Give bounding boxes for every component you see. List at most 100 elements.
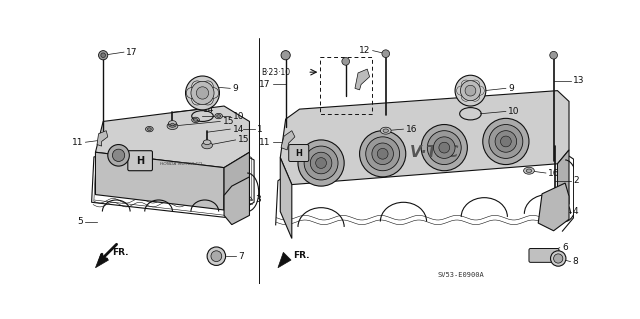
Text: H: H	[136, 157, 144, 167]
Circle shape	[310, 152, 332, 174]
Text: 15: 15	[238, 136, 250, 145]
Circle shape	[186, 87, 197, 98]
Text: H: H	[295, 149, 302, 158]
Circle shape	[428, 131, 461, 165]
Polygon shape	[538, 183, 569, 231]
Ellipse shape	[170, 123, 174, 126]
Circle shape	[360, 131, 406, 177]
Circle shape	[500, 136, 511, 147]
Text: V·TEC: V·TEC	[410, 145, 459, 160]
Ellipse shape	[383, 129, 388, 132]
Text: 9: 9	[232, 84, 238, 93]
Text: 16: 16	[548, 168, 560, 178]
Circle shape	[196, 87, 209, 99]
Text: FR.: FR.	[113, 248, 129, 257]
Text: 12: 12	[359, 46, 371, 55]
Polygon shape	[224, 177, 250, 225]
Ellipse shape	[167, 122, 178, 130]
Circle shape	[550, 251, 566, 266]
Circle shape	[378, 148, 388, 159]
Circle shape	[298, 140, 344, 186]
Circle shape	[113, 149, 125, 161]
Circle shape	[207, 247, 225, 265]
Circle shape	[554, 254, 563, 263]
Circle shape	[186, 76, 220, 110]
Circle shape	[456, 86, 466, 95]
Circle shape	[455, 75, 486, 106]
Circle shape	[483, 118, 529, 165]
Circle shape	[208, 87, 219, 98]
Text: 14: 14	[204, 105, 214, 114]
Polygon shape	[95, 254, 109, 268]
Circle shape	[475, 86, 484, 95]
Circle shape	[192, 94, 202, 105]
Text: 7: 7	[238, 252, 244, 261]
Circle shape	[108, 145, 129, 166]
Polygon shape	[355, 69, 369, 90]
Ellipse shape	[202, 142, 212, 149]
Polygon shape	[95, 152, 224, 210]
Polygon shape	[281, 131, 295, 150]
Circle shape	[421, 124, 467, 171]
Circle shape	[495, 131, 516, 152]
Ellipse shape	[204, 140, 211, 145]
Text: 16: 16	[406, 125, 417, 134]
Text: 13: 13	[573, 76, 584, 85]
Text: 10: 10	[232, 112, 244, 121]
Circle shape	[382, 50, 390, 57]
Circle shape	[211, 251, 221, 262]
Text: 11: 11	[259, 138, 270, 147]
Text: 8: 8	[573, 257, 579, 266]
Polygon shape	[278, 252, 291, 268]
Text: 14: 14	[232, 125, 244, 134]
Polygon shape	[557, 150, 569, 218]
Circle shape	[99, 51, 108, 60]
Text: 4: 4	[573, 207, 579, 216]
Ellipse shape	[524, 167, 534, 174]
Circle shape	[439, 142, 450, 153]
Text: FR.: FR.	[293, 251, 310, 260]
Ellipse shape	[147, 128, 151, 130]
Circle shape	[470, 92, 480, 101]
Text: 3: 3	[255, 196, 260, 204]
Polygon shape	[95, 106, 250, 168]
Text: 15: 15	[223, 117, 234, 126]
Circle shape	[202, 94, 213, 105]
Text: 10: 10	[508, 107, 520, 116]
Text: 2: 2	[573, 176, 579, 185]
Ellipse shape	[526, 169, 532, 173]
Ellipse shape	[145, 126, 153, 132]
Circle shape	[470, 80, 480, 89]
Text: 1: 1	[257, 125, 263, 134]
FancyBboxPatch shape	[529, 249, 559, 262]
Circle shape	[461, 92, 470, 101]
Circle shape	[316, 158, 326, 168]
Circle shape	[460, 81, 481, 101]
Ellipse shape	[194, 119, 198, 121]
Ellipse shape	[217, 115, 221, 117]
Circle shape	[342, 57, 349, 65]
Circle shape	[433, 137, 455, 159]
Text: 17: 17	[259, 80, 270, 89]
Ellipse shape	[168, 122, 176, 127]
Ellipse shape	[168, 121, 176, 125]
Text: 9: 9	[508, 84, 514, 93]
Circle shape	[461, 80, 470, 89]
FancyBboxPatch shape	[289, 145, 308, 161]
Circle shape	[191, 81, 214, 105]
Ellipse shape	[215, 113, 223, 119]
Circle shape	[304, 146, 338, 180]
Circle shape	[192, 81, 202, 92]
Ellipse shape	[380, 127, 391, 134]
Text: HONDA MOTOR CO.: HONDA MOTOR CO.	[160, 162, 204, 166]
Text: 11: 11	[72, 138, 83, 147]
Circle shape	[489, 124, 523, 159]
FancyBboxPatch shape	[128, 151, 152, 171]
Circle shape	[550, 51, 557, 59]
Polygon shape	[280, 158, 292, 239]
Text: 5: 5	[77, 217, 83, 226]
Polygon shape	[97, 131, 108, 146]
Ellipse shape	[192, 117, 200, 122]
Text: SV53-E0900A: SV53-E0900A	[438, 272, 484, 278]
Circle shape	[372, 143, 394, 165]
